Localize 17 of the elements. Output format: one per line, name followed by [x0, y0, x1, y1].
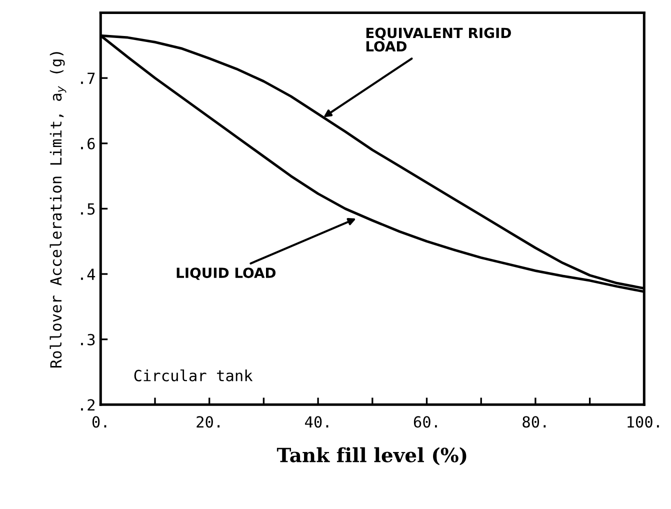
x-tick-label: 40.	[305, 416, 328, 428]
annotation: EQUIVALENT RIGID LOAD	[366, 28, 511, 52]
x-axis-title: Tank fill level (%)	[276, 447, 466, 466]
y-tick-label: .4	[81, 268, 96, 280]
annotation: LIQUID LOAD	[176, 268, 276, 280]
x-tick-label: 20.	[196, 416, 220, 428]
y-tick-label: .5	[81, 203, 95, 215]
y-tick-label: .2	[81, 399, 94, 410]
y-tick-label: .7	[81, 72, 95, 84]
y-tick-label: .6	[81, 138, 95, 150]
x-tick-label: 80.	[522, 416, 546, 428]
annotation: Circular tank	[134, 369, 253, 382]
x-tick-label: 100.	[628, 416, 659, 428]
y-tick-label: .3	[81, 334, 95, 346]
x-tick-label: 0.	[92, 416, 106, 428]
x-tick-label: 60.	[414, 416, 437, 428]
y-axis-title: Rollover Acceleration Limit, a$_{y}$ (g)	[50, 52, 66, 368]
